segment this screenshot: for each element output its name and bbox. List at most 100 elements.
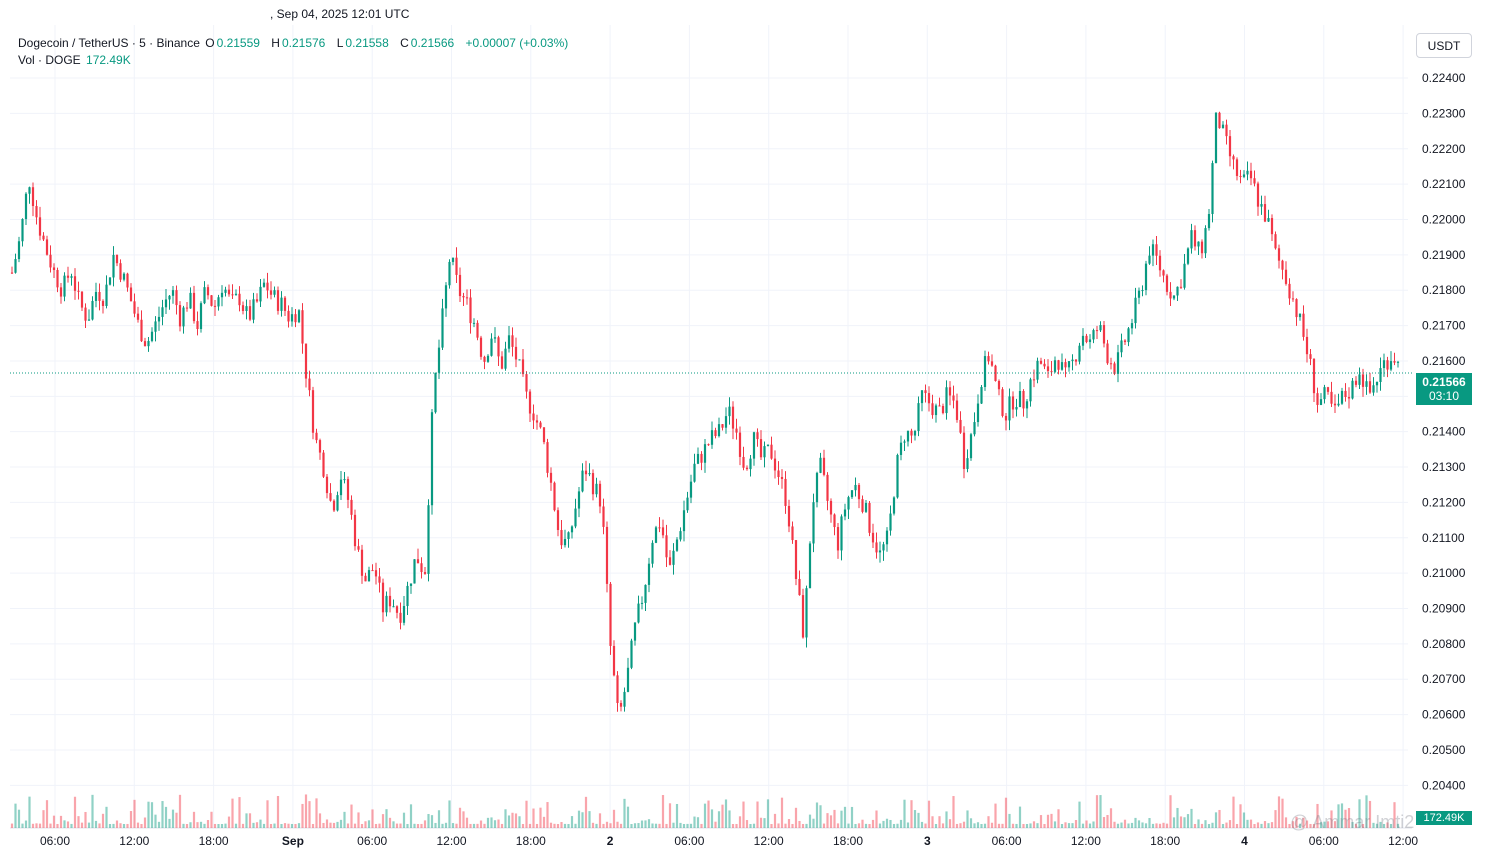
candle-body bbox=[49, 254, 52, 268]
volume-bar bbox=[399, 823, 402, 828]
candle-body bbox=[696, 453, 700, 464]
volume-bar bbox=[273, 823, 276, 828]
candle-body bbox=[1029, 379, 1032, 402]
volume-bar bbox=[770, 823, 773, 828]
volume-bar bbox=[290, 823, 294, 828]
candle-body bbox=[1123, 340, 1127, 343]
volume-bar bbox=[840, 810, 843, 828]
open-value: 0.21559 bbox=[216, 36, 260, 50]
candle-body bbox=[143, 341, 147, 347]
volume-bar bbox=[1211, 822, 1214, 828]
currency-button[interactable]: USDT bbox=[1416, 33, 1472, 58]
volume-bar bbox=[259, 819, 262, 828]
candle-body bbox=[819, 457, 822, 473]
volume-bar bbox=[693, 816, 696, 828]
candle-body bbox=[1333, 403, 1337, 406]
symbol-title[interactable]: Dogecoin / TetherUS · 5 · Binance bbox=[18, 36, 200, 50]
candle-body bbox=[1120, 340, 1123, 353]
candle-body bbox=[325, 476, 329, 494]
volume-bar bbox=[105, 806, 108, 828]
volume-bar bbox=[539, 807, 542, 828]
volume-bar bbox=[1123, 819, 1127, 828]
volume-bar bbox=[231, 798, 234, 828]
candle-body bbox=[154, 321, 157, 332]
volume-bar bbox=[948, 819, 952, 828]
candle-body bbox=[150, 331, 154, 341]
volume-bar bbox=[1092, 821, 1095, 828]
volume-bar bbox=[1312, 823, 1316, 828]
candle-body bbox=[731, 406, 735, 429]
volume-bar bbox=[322, 822, 325, 828]
price-axis[interactable]: 0.22400 0.22300 0.22200 0.22100 0.22000 0.219… bbox=[1422, 71, 1466, 792]
volume-bar bbox=[931, 816, 934, 828]
volume-bar bbox=[1382, 823, 1386, 828]
volume-bar bbox=[619, 823, 623, 828]
volume-bar bbox=[1298, 823, 1302, 828]
volume-bar bbox=[339, 819, 343, 828]
volume-bar bbox=[871, 819, 875, 828]
volume-bar bbox=[612, 809, 616, 828]
volume-bar bbox=[724, 799, 728, 828]
candle-body bbox=[714, 430, 717, 437]
volume-bar bbox=[301, 803, 304, 828]
y-tick-label: 0.22200 bbox=[1422, 142, 1466, 156]
high-label: H bbox=[271, 36, 280, 50]
volume-bar bbox=[689, 823, 693, 828]
candle-body bbox=[689, 481, 693, 498]
candle-body bbox=[1274, 234, 1277, 249]
volume-bar bbox=[1120, 822, 1123, 828]
volume-bar bbox=[980, 823, 983, 828]
volume-bar bbox=[798, 820, 801, 828]
candle-body bbox=[1036, 360, 1039, 380]
volume-bar bbox=[920, 821, 924, 828]
candle-body bbox=[791, 526, 794, 541]
time-axis[interactable]: 06:00 12:00 18:00 Sep 06:00 12:00 18:00 2 06:00 1… bbox=[40, 834, 1418, 848]
candle-body bbox=[1193, 230, 1197, 247]
candle-body bbox=[616, 675, 619, 703]
candle-body bbox=[276, 290, 280, 311]
candle-body bbox=[1127, 328, 1130, 343]
candle-body bbox=[416, 559, 420, 564]
candle-body bbox=[1368, 381, 1372, 393]
volume-bar bbox=[560, 822, 563, 828]
candle-body bbox=[1064, 362, 1067, 368]
volume-bar bbox=[1232, 796, 1235, 828]
volume-bar bbox=[854, 823, 857, 828]
candle-body bbox=[556, 510, 560, 531]
candle-body bbox=[861, 499, 864, 512]
low-label: L bbox=[336, 36, 344, 50]
volume-bar bbox=[808, 814, 812, 828]
candle-body bbox=[1190, 230, 1193, 249]
volume-bar bbox=[402, 812, 406, 828]
candle-body bbox=[892, 497, 896, 514]
candle-body bbox=[637, 603, 640, 623]
volume-bar bbox=[546, 802, 549, 828]
candle-body bbox=[612, 645, 616, 676]
candle-body bbox=[780, 476, 784, 479]
volume-bar bbox=[42, 810, 45, 828]
candle-body bbox=[1015, 407, 1018, 410]
candle-body bbox=[752, 432, 756, 459]
volume-bar bbox=[1260, 823, 1263, 828]
volume-bar bbox=[1274, 810, 1277, 828]
candle-body bbox=[87, 319, 91, 321]
candle-body bbox=[994, 365, 997, 381]
candle-body bbox=[927, 393, 931, 404]
candle-body bbox=[28, 187, 31, 194]
candle-body bbox=[423, 572, 427, 574]
candle-body bbox=[38, 217, 42, 236]
y-tick-label: 0.20600 bbox=[1422, 708, 1466, 722]
candle-body bbox=[742, 456, 745, 468]
volume-bar bbox=[448, 800, 451, 828]
volume-bar bbox=[647, 819, 651, 828]
candle-body bbox=[1008, 396, 1011, 421]
volume-label[interactable]: Vol · DOGE bbox=[18, 53, 81, 67]
candle-body bbox=[280, 297, 283, 311]
candle-body bbox=[402, 606, 406, 623]
x-tick-label: 06:00 bbox=[1309, 834, 1339, 848]
candle-body bbox=[542, 427, 546, 443]
candle-body bbox=[175, 290, 178, 306]
candle-body bbox=[353, 514, 357, 547]
candle-body bbox=[1088, 339, 1092, 343]
